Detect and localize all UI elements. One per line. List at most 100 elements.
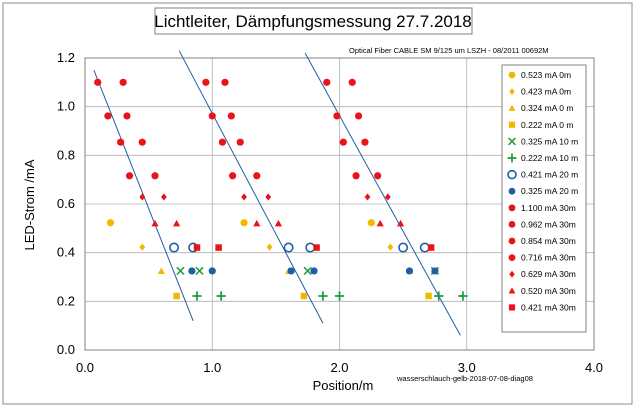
data-point	[157, 267, 165, 275]
data-point	[303, 266, 312, 276]
x-tick-labels: 0.0 1.0 2.0 3.0 4.0	[76, 360, 603, 375]
legend-entry: 0.962 mA 30m	[521, 219, 576, 229]
data-point	[458, 291, 468, 301]
data-point	[333, 112, 341, 120]
legend-entry: 0.222 mA 0 m	[521, 120, 573, 130]
legend-marker	[508, 221, 516, 228]
y-tick-label: 0.2	[57, 293, 75, 308]
data-point	[138, 138, 146, 146]
data-point	[236, 138, 244, 146]
data-point	[334, 291, 345, 301]
legend-entry: 0.520 mA 30m	[521, 286, 576, 296]
legend-entry: 0.716 mA 30m	[521, 253, 576, 263]
x-tick-label: 0.0	[76, 360, 94, 375]
data-point	[323, 78, 331, 86]
data-point	[193, 244, 201, 251]
data-point	[367, 219, 375, 227]
data-point	[195, 266, 204, 276]
data-point	[266, 243, 273, 251]
legend-marker	[508, 304, 516, 311]
data-point	[192, 291, 202, 301]
data-point	[253, 219, 261, 227]
legend-entry: 0.324 mA 0 m	[521, 103, 573, 113]
data-point	[274, 219, 283, 227]
data-point	[161, 193, 167, 201]
data-point	[151, 219, 159, 227]
y-tick-label: 1.0	[57, 99, 75, 114]
legend-marker	[509, 270, 515, 278]
legend-marker	[507, 169, 517, 180]
data-point	[229, 172, 237, 180]
legend-entry: 1.100 mA 30m	[521, 203, 576, 213]
y-tick-label: 0.8	[57, 147, 75, 162]
legend-marker	[508, 104, 516, 111]
legend-marker	[507, 153, 517, 163]
trendline	[304, 52, 461, 336]
data-point	[361, 138, 369, 146]
legend-marker	[508, 204, 516, 212]
chart-subtitle: Optical Fiber CABLE SM 9/125 um LSZH - 0…	[349, 46, 549, 55]
data-point	[387, 243, 394, 251]
x-tick-label: 3.0	[458, 360, 476, 375]
data-point	[208, 267, 216, 275]
data-point	[354, 112, 363, 120]
x-tick-label: 1.0	[203, 360, 221, 375]
legend-marker	[508, 137, 516, 146]
data-point	[139, 243, 146, 251]
legend-entry: 0.325 mA 10 m	[521, 136, 578, 146]
legend-entry: 0.854 mA 30m	[521, 236, 576, 246]
legend-marker	[508, 187, 516, 195]
data-point	[106, 219, 115, 227]
data-point	[125, 172, 134, 180]
legend: 0.523 mA 0m 0.423 mA 0m 0.324 mA 0 m 0.222 …	[507, 70, 578, 312]
data-point	[376, 219, 384, 227]
x-axis-label: Position/m	[313, 378, 374, 393]
trendline	[178, 50, 324, 324]
data-point	[348, 78, 356, 86]
data-point	[305, 242, 316, 253]
data-point	[339, 138, 347, 146]
data-point	[318, 291, 328, 301]
data-point	[384, 193, 391, 201]
legend-entry: 0.421 mA 20 m	[521, 170, 578, 180]
y-tick-label: 0.6	[57, 196, 75, 211]
data-point	[396, 219, 405, 227]
data-point	[398, 242, 409, 253]
data-point	[310, 267, 318, 275]
data-point	[218, 138, 227, 146]
data-point	[364, 193, 371, 201]
data-point	[117, 138, 125, 146]
data-point	[431, 267, 439, 275]
x-tick-label: 4.0	[585, 360, 603, 375]
data-point	[151, 172, 159, 180]
data-point	[176, 266, 185, 276]
data-points	[94, 78, 468, 301]
data-point	[173, 219, 181, 227]
data-point	[188, 267, 196, 275]
data-point	[352, 172, 360, 180]
x-tick-label: 2.0	[330, 360, 348, 375]
data-point	[287, 267, 295, 275]
footnote-filename: wasserschlauch-gelb-2018-07-08-diag08	[396, 374, 533, 383]
data-point	[419, 242, 430, 253]
legend-marker	[508, 71, 516, 79]
data-point	[173, 292, 180, 300]
data-point	[123, 112, 131, 120]
data-point	[240, 219, 248, 227]
data-point	[169, 242, 180, 253]
data-point	[241, 193, 247, 201]
data-point	[119, 78, 127, 86]
data-point	[427, 244, 435, 251]
data-point	[139, 193, 146, 201]
legend-entry: 0.421 mA 30m	[521, 302, 576, 312]
data-point	[104, 112, 112, 120]
legend-box	[501, 64, 587, 333]
chart-title: Lichtleiter, Dämpfungsmessung 27.7.2018	[154, 12, 472, 31]
data-point	[300, 292, 308, 300]
data-point	[208, 112, 216, 120]
y-axis-label: LED-Strom /mA	[22, 159, 37, 250]
data-point	[253, 172, 261, 180]
plot-area	[84, 57, 595, 351]
data-point	[216, 291, 226, 301]
